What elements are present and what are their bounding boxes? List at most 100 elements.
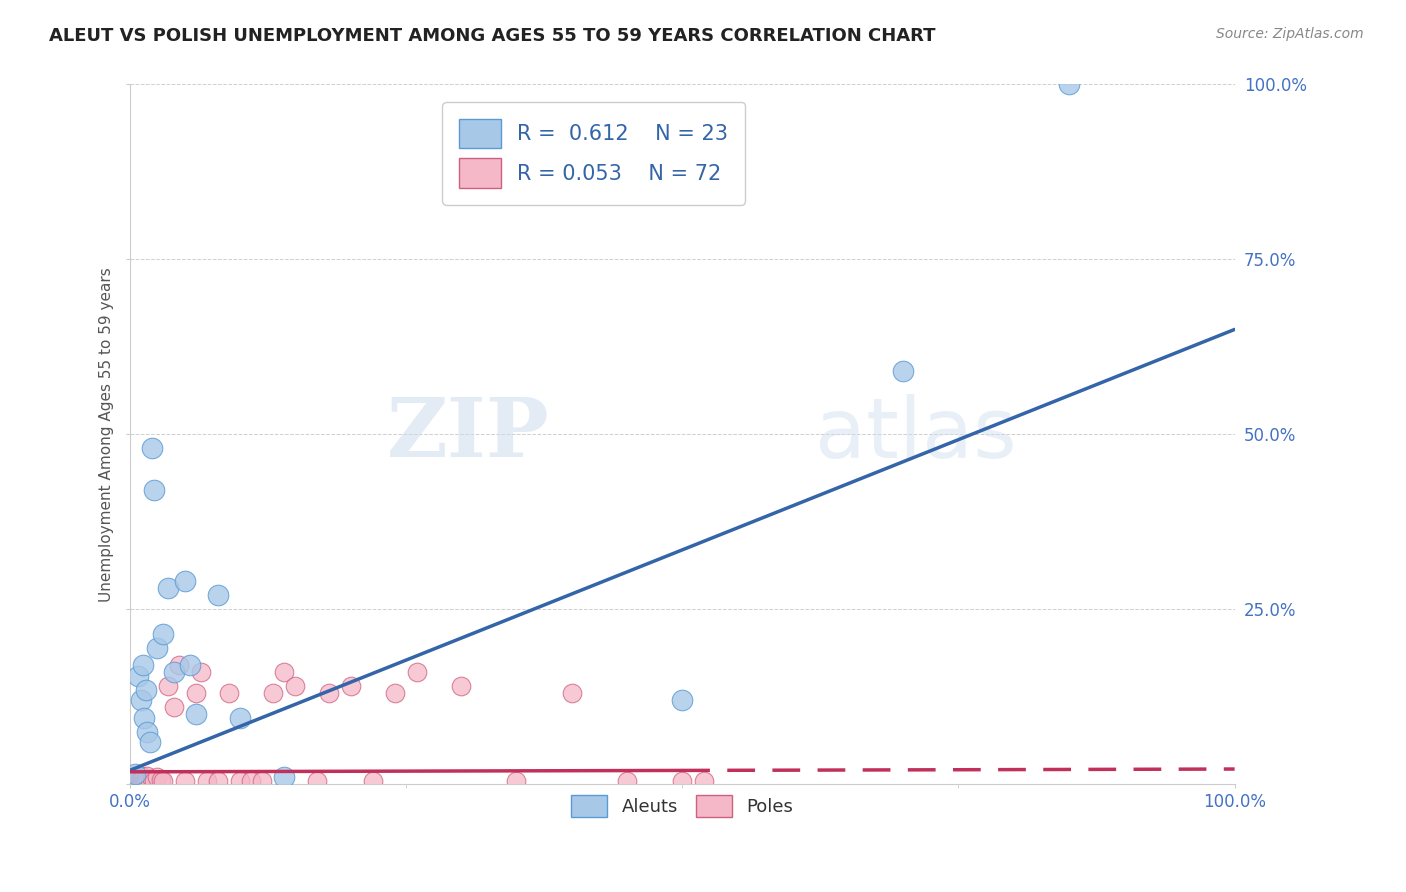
Point xyxy=(132,658,155,673)
Point xyxy=(671,773,693,788)
Point xyxy=(128,772,150,786)
Point xyxy=(138,772,160,787)
Point xyxy=(136,725,159,739)
Point xyxy=(273,771,295,785)
Point xyxy=(207,589,229,603)
Point xyxy=(138,735,160,749)
Point xyxy=(122,773,145,788)
Point xyxy=(195,773,218,788)
Point xyxy=(135,772,157,786)
Text: ALEUT VS POLISH UNEMPLOYMENT AMONG AGES 55 TO 59 YEARS CORRELATION CHART: ALEUT VS POLISH UNEMPLOYMENT AMONG AGES … xyxy=(49,27,936,45)
Point xyxy=(132,773,155,788)
Point xyxy=(157,680,180,694)
Point xyxy=(163,665,186,680)
Point xyxy=(125,771,148,785)
Point xyxy=(450,680,472,694)
Point xyxy=(141,772,163,786)
Point xyxy=(132,711,155,725)
Point xyxy=(124,773,146,788)
Point xyxy=(132,771,155,785)
Point xyxy=(131,772,153,786)
Point xyxy=(124,767,146,781)
Point xyxy=(127,772,149,787)
Text: Source: ZipAtlas.com: Source: ZipAtlas.com xyxy=(1216,27,1364,41)
Point xyxy=(146,640,169,655)
Point xyxy=(131,770,153,784)
Point xyxy=(229,711,252,725)
Point xyxy=(361,773,384,788)
Point xyxy=(128,773,150,788)
Point xyxy=(129,773,152,788)
Point xyxy=(207,773,229,788)
Point xyxy=(127,773,149,788)
Point xyxy=(131,773,153,788)
Point xyxy=(240,773,263,788)
Point xyxy=(157,582,180,596)
Point xyxy=(127,772,149,787)
Point xyxy=(152,627,174,641)
Point xyxy=(252,773,274,788)
Point xyxy=(138,773,160,788)
Point xyxy=(693,773,716,788)
Point xyxy=(129,771,152,785)
Point xyxy=(127,769,149,783)
Point xyxy=(122,771,145,785)
Point xyxy=(616,773,638,788)
Point xyxy=(142,483,165,498)
Point xyxy=(173,574,195,589)
Point xyxy=(135,773,157,788)
Point xyxy=(125,773,148,788)
Point xyxy=(307,773,329,788)
Point xyxy=(127,771,149,785)
Point xyxy=(229,773,252,788)
Point xyxy=(505,773,527,788)
Point xyxy=(190,665,212,680)
Point xyxy=(135,682,157,697)
Point xyxy=(218,686,240,700)
Point xyxy=(262,686,284,700)
Point xyxy=(122,773,145,788)
Point xyxy=(125,772,148,787)
Point xyxy=(124,770,146,784)
Point xyxy=(127,669,149,683)
Point xyxy=(561,686,583,700)
Point xyxy=(891,364,914,378)
Point xyxy=(132,773,155,788)
Point xyxy=(146,771,169,785)
Point xyxy=(129,772,152,787)
Point xyxy=(121,772,143,786)
Point xyxy=(179,658,201,673)
Point xyxy=(127,769,149,783)
Point xyxy=(173,773,195,788)
Point xyxy=(122,769,145,783)
Point xyxy=(152,773,174,788)
Point xyxy=(141,442,163,456)
Point xyxy=(184,686,207,700)
Point xyxy=(122,772,145,786)
Point xyxy=(136,769,159,783)
Point xyxy=(384,686,406,700)
Point xyxy=(127,771,149,785)
Point xyxy=(169,658,191,673)
Text: atlas: atlas xyxy=(814,394,1017,475)
Point xyxy=(339,680,361,694)
Point xyxy=(142,773,165,788)
Point xyxy=(184,707,207,722)
Point xyxy=(149,772,172,787)
Point xyxy=(318,686,340,700)
Y-axis label: Unemployment Among Ages 55 to 59 years: Unemployment Among Ages 55 to 59 years xyxy=(100,267,114,602)
Point xyxy=(1057,78,1080,92)
Point xyxy=(284,680,307,694)
Point xyxy=(129,693,152,707)
Point xyxy=(124,772,146,787)
Point xyxy=(273,665,295,680)
Text: ZIP: ZIP xyxy=(387,394,550,475)
Point xyxy=(132,771,155,785)
Point xyxy=(163,700,186,714)
Point xyxy=(127,773,149,788)
Point xyxy=(124,771,146,785)
Point xyxy=(134,772,156,787)
Point xyxy=(129,769,152,783)
Legend: Aleuts, Poles: Aleuts, Poles xyxy=(564,788,800,824)
Point xyxy=(671,693,693,707)
